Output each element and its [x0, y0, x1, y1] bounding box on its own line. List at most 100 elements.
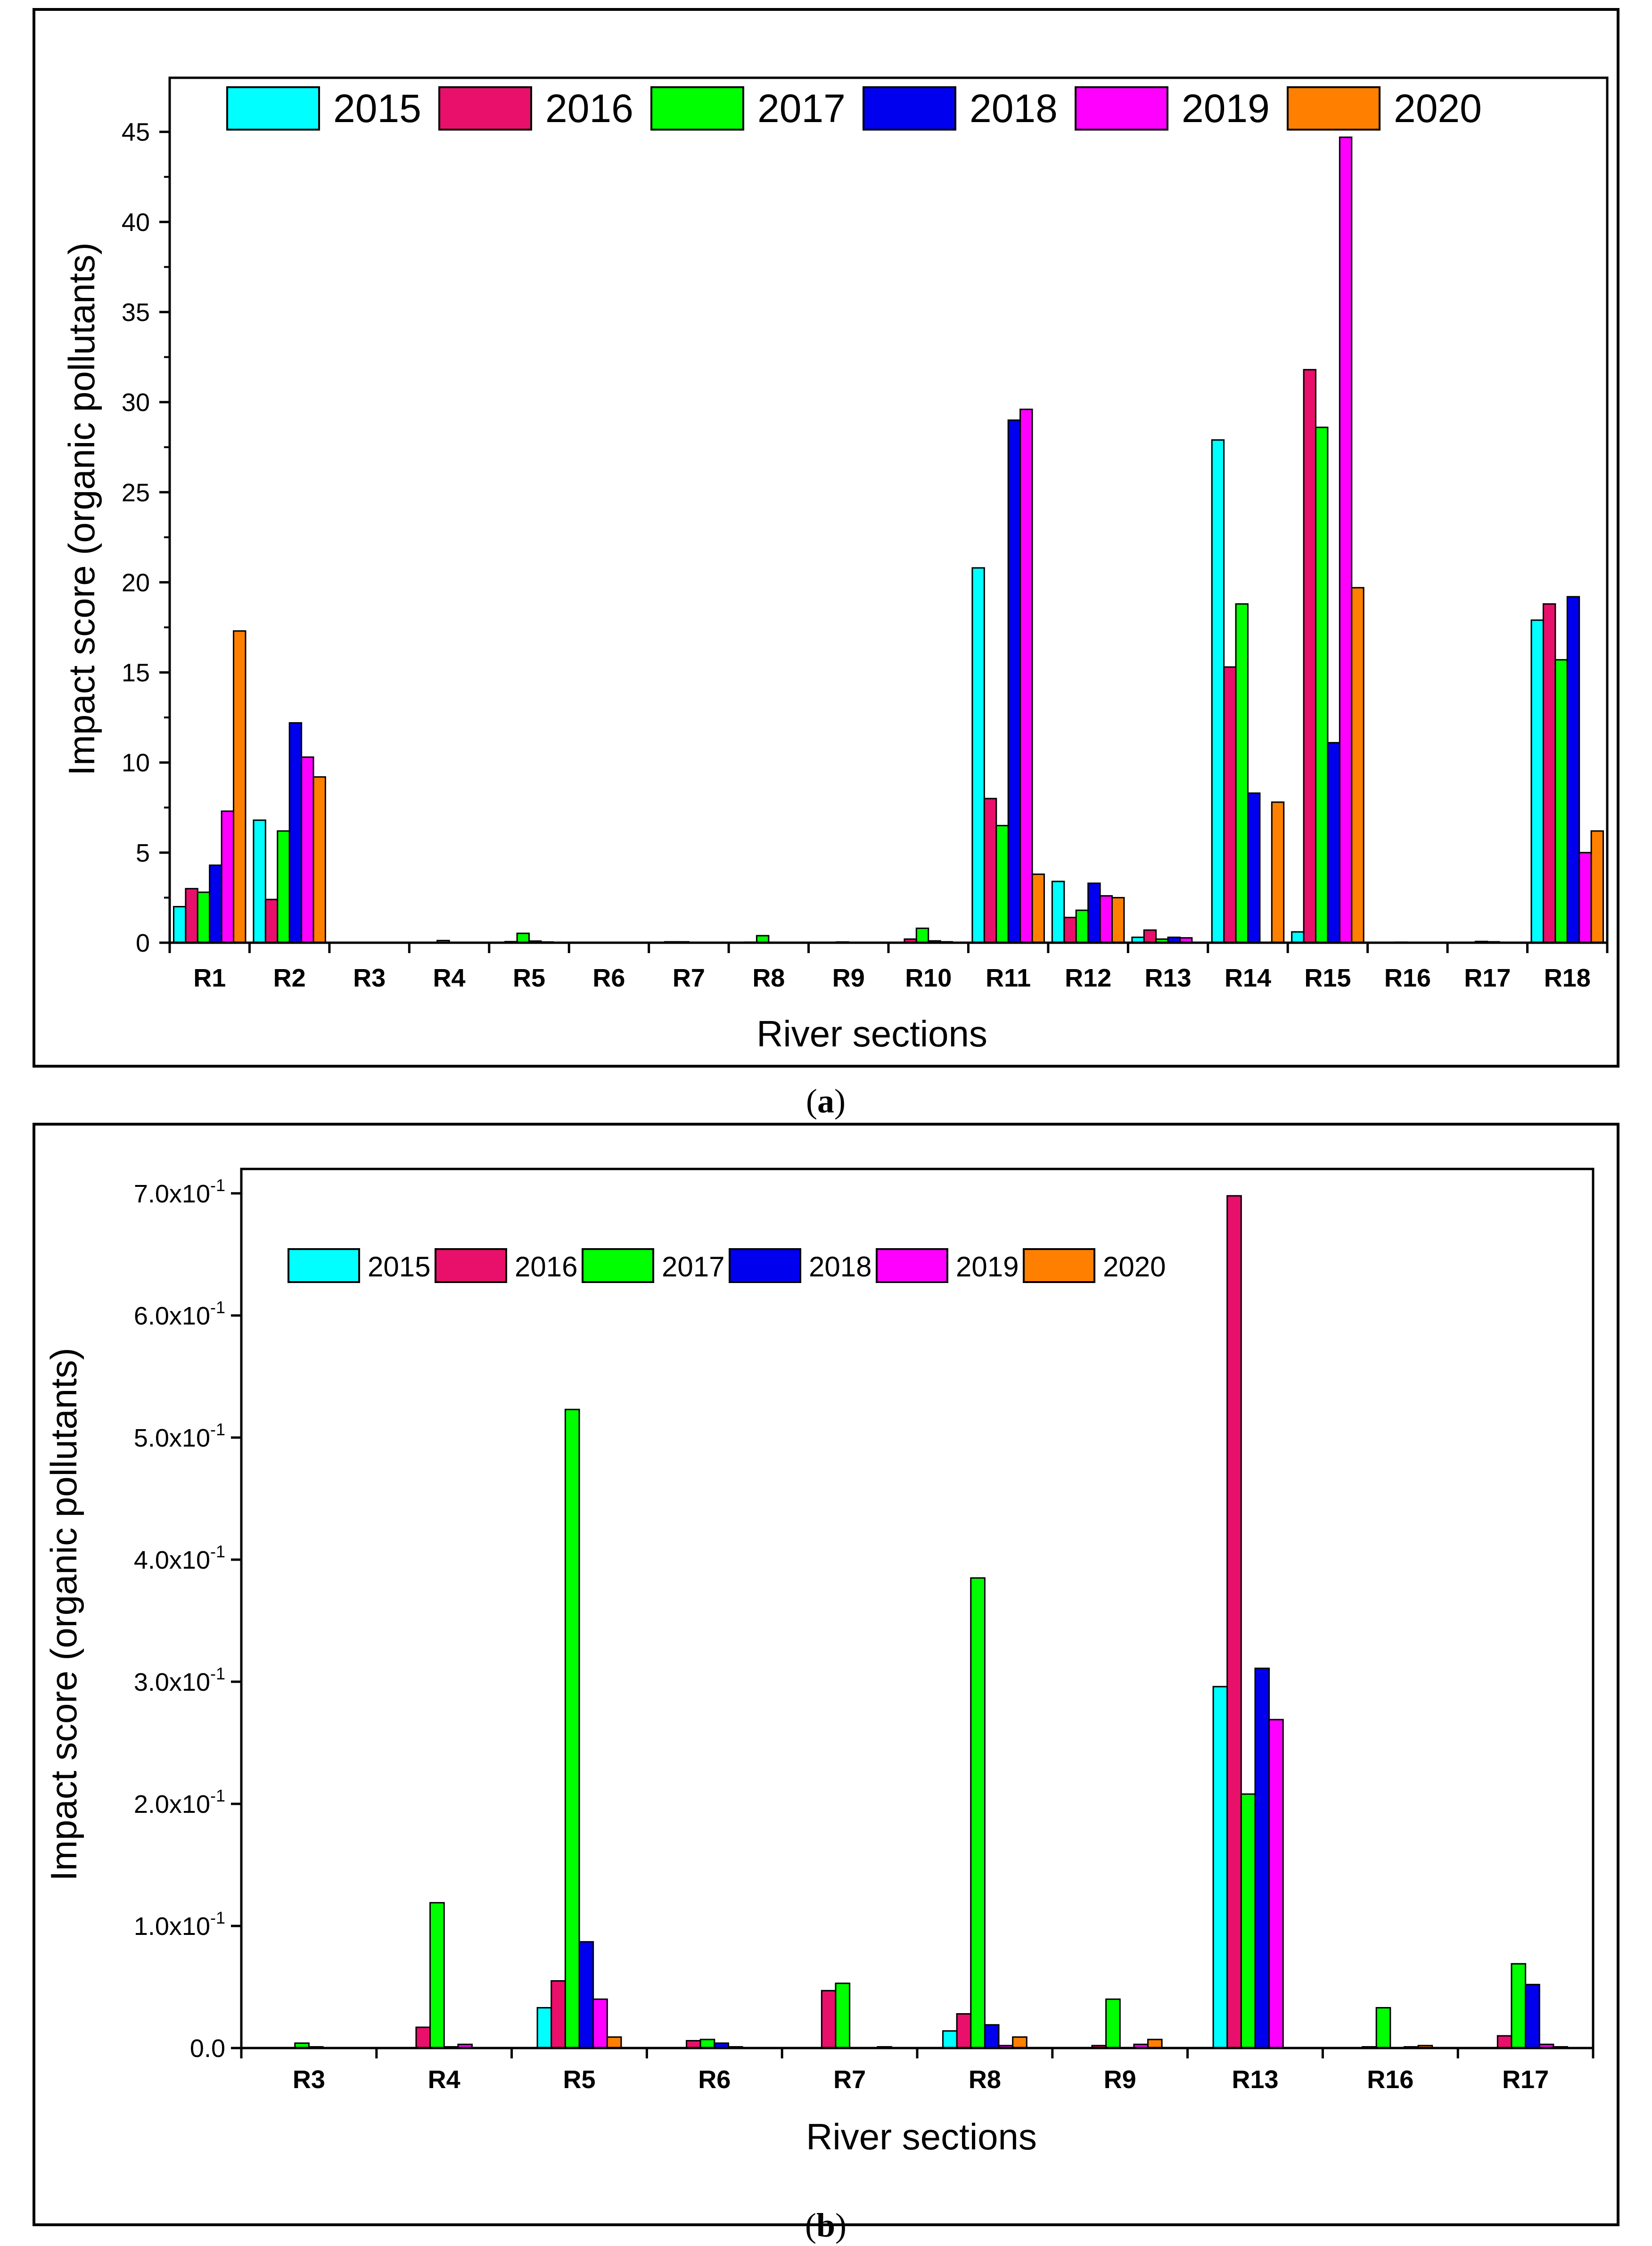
panel-a-x-tick-label-r10: R10	[905, 964, 952, 992]
panel-a-bar-r1-2019	[221, 810, 235, 944]
panel-b-y-tick-label: 0.0	[190, 2034, 225, 2063]
panel-b-legend-swatch-2015	[288, 1248, 360, 1283]
panel-a-bar-r10-2017	[915, 927, 929, 944]
panel-b-plot: 0.01.0x10-12.0x10-13.0x10-14.0x10-15.0x1…	[134, 1168, 1594, 2094]
panel-b-y-tick-exponent: -1	[210, 1542, 225, 1561]
panel-a-bar-r11-2016	[983, 798, 997, 944]
panel-b-y-tick-mantissa: 2.0x10	[134, 1790, 210, 1818]
panel-b-caption-letter: b	[816, 2206, 835, 2244]
panel-a-bar-r15-2017	[1315, 427, 1329, 944]
panel-b-y-tick-mantissa: 6.0x10	[134, 1302, 210, 1330]
panel-b-legend-swatch-2018	[729, 1248, 801, 1283]
panel-a-bar-r1-2017	[197, 891, 211, 944]
panel-a: 0 5 10 15 20 25 30 35 40 45 R1 R2 R3 R4 R5 R6 R7 R8 R9 R10 R…	[33, 8, 1619, 1120]
panel-a-legend-label-2018: 2018	[970, 86, 1058, 131]
panel-a-x-tick-label-r7: R7	[673, 964, 705, 992]
panel-a-bar-r18-2019	[1578, 852, 1592, 944]
panel-b-y-tick-exponent: -1	[210, 1786, 225, 1805]
panel-a-x-axis-title: River sections	[756, 1013, 987, 1054]
panel-b-y-tick-mantissa: 1.0x10	[134, 1912, 210, 1941]
panel-a-bar-r15-2016	[1303, 369, 1317, 944]
panel-a-bar-r15-2015	[1291, 931, 1305, 944]
panel-a-x-tick-label-r2: R2	[273, 964, 306, 992]
panel-a-legend-label-2017: 2017	[757, 86, 846, 131]
panel-b-legend-label-2015: 2015	[368, 1251, 430, 1283]
panel-a-legend-label-2020: 2020	[1394, 86, 1482, 131]
panel-a-y-tick-label: 20	[122, 568, 150, 597]
panel-a-bar-r2-2017	[277, 830, 290, 944]
panel-b-bar-r6-2017	[699, 2039, 715, 2049]
panel-b-bar-r13-2016	[1226, 1195, 1242, 2049]
panel-a-bar-r12-2017	[1075, 909, 1089, 944]
panel-a-y-tick-label: 0	[136, 929, 150, 957]
panel-a-y-tick-label: 10	[122, 749, 150, 777]
panel-b-y-tick-mantissa: 4.0x10	[134, 1546, 210, 1574]
panel-a-legend-swatch-2018	[863, 86, 956, 131]
panel-a-bar-r12-2018	[1087, 882, 1101, 944]
panel-b-x-tick-label-r5: R5	[563, 2065, 595, 2094]
panel-a-x-tick-label-r4: R4	[433, 964, 466, 992]
panel-a-bar-r1-2018	[209, 864, 222, 944]
panel-b-y-tick-exponent: -1	[210, 1176, 225, 1195]
panel-b-y-tick-label: 7.0x10-1	[134, 1176, 225, 1208]
panel-b-y-tick-exponent: -1	[210, 1664, 225, 1683]
panel-b-bar-r8-2018	[984, 2024, 1000, 2049]
panel-a-bar-r2-2018	[288, 722, 303, 944]
panel-b-bar-r5-2020	[606, 2036, 622, 2049]
panel-a-bar-r18-2020	[1590, 830, 1604, 944]
panel-a-frame	[33, 8, 1619, 1068]
panel-a-bar-r2-2019	[301, 756, 314, 944]
panel-a-bar-r2-2015	[253, 819, 266, 944]
panel-b-bar-r13-2019	[1268, 1719, 1284, 2049]
panel-a-x-tick-label-r8: R8	[752, 964, 785, 992]
panel-a-y-tick-label: 5	[136, 839, 150, 867]
panel-a-legend-swatch-2015	[226, 86, 320, 131]
panel-a-bar-r18-2018	[1566, 596, 1580, 944]
panel-b-bar-r9-2017	[1105, 1998, 1121, 2049]
panel-b-legend-swatch-2016	[435, 1248, 507, 1283]
panel-a-bar-r5-2017	[516, 932, 530, 944]
panel-a-bar-r12-2015	[1051, 880, 1065, 944]
panel-b-bar-r8-2017	[970, 1577, 986, 2049]
panel-b-bar-r13-2017	[1240, 1793, 1256, 2049]
panel-b-y-tick-label: 6.0x10-1	[134, 1298, 225, 1330]
panel-b-bar-r8-2020	[1012, 2036, 1027, 2049]
panel-b-legend-label-2018: 2018	[809, 1251, 871, 1283]
panel-a-bar-r18-2017	[1554, 659, 1568, 944]
panel-b-x-tick-label-r3: R3	[293, 2065, 325, 2094]
panel-b-y-tick-label: 4.0x10-1	[134, 1542, 225, 1574]
panel-b-bar-r7-2016	[821, 1990, 837, 2049]
panel-b-legend-label-2016: 2016	[515, 1251, 577, 1283]
panel-b-bar-r7-2017	[835, 1983, 851, 2049]
panel-a-legend-swatch-2016	[438, 86, 532, 131]
panel-b-y-tick-exponent: -1	[210, 1908, 225, 1927]
panel-b-bar-r4-2017	[429, 1902, 445, 2049]
panel-a-legend-swatch-2019	[1075, 86, 1168, 131]
panel-b-y-tick-mantissa: 3.0x10	[134, 1668, 210, 1696]
panel-b-bar-r5-2017	[564, 1408, 580, 2049]
panel-a-bar-r1-2016	[185, 888, 198, 944]
panel-b-legend-swatch-2017	[582, 1248, 654, 1283]
panel-a-x-tick-label-r6: R6	[592, 964, 625, 992]
panel-b-legend: 2015 2016 2017 2018 2019 2020	[288, 1248, 1166, 1283]
panel-a-bar-r12-2019	[1099, 895, 1113, 944]
panel-b-x-tick-label-r9: R9	[1104, 2065, 1136, 2094]
panel-a-bar-r12-2020	[1111, 897, 1125, 944]
panel-b-y-tick-mantissa: 5.0x10	[134, 1424, 210, 1452]
panel-b-bar-r13-2018	[1254, 1667, 1270, 2049]
panel-b-bar-r8-2015	[942, 2030, 958, 2049]
panel-b-bar-r17-2017	[1511, 1963, 1527, 2049]
panel-b-bar-r13-2015	[1212, 1686, 1228, 2049]
panel-a-bar-r2-2020	[312, 776, 326, 944]
panel-b-y-tick-exponent: -1	[210, 1420, 225, 1439]
panel-b-bar-r9-2020	[1147, 2039, 1163, 2049]
panel-a-y-tick-label: 35	[122, 298, 150, 327]
panel-a-plot: 0 5 10 15 20 25 30 35 40 45 R1 R2 R3 R4 R5 R6 R7 R8 R9 R10 R…	[122, 76, 1609, 992]
panel-b-bar-r5-2016	[551, 1980, 566, 2049]
panel-b-frame	[33, 1123, 1619, 2226]
panel-a-x-tick-label-r14: R14	[1225, 964, 1271, 992]
panel-a-bar-r14-2015	[1211, 439, 1225, 944]
panel-a-y-tick-label: 25	[122, 478, 150, 507]
panel-a-x-tick-label-r16: R16	[1384, 964, 1431, 992]
